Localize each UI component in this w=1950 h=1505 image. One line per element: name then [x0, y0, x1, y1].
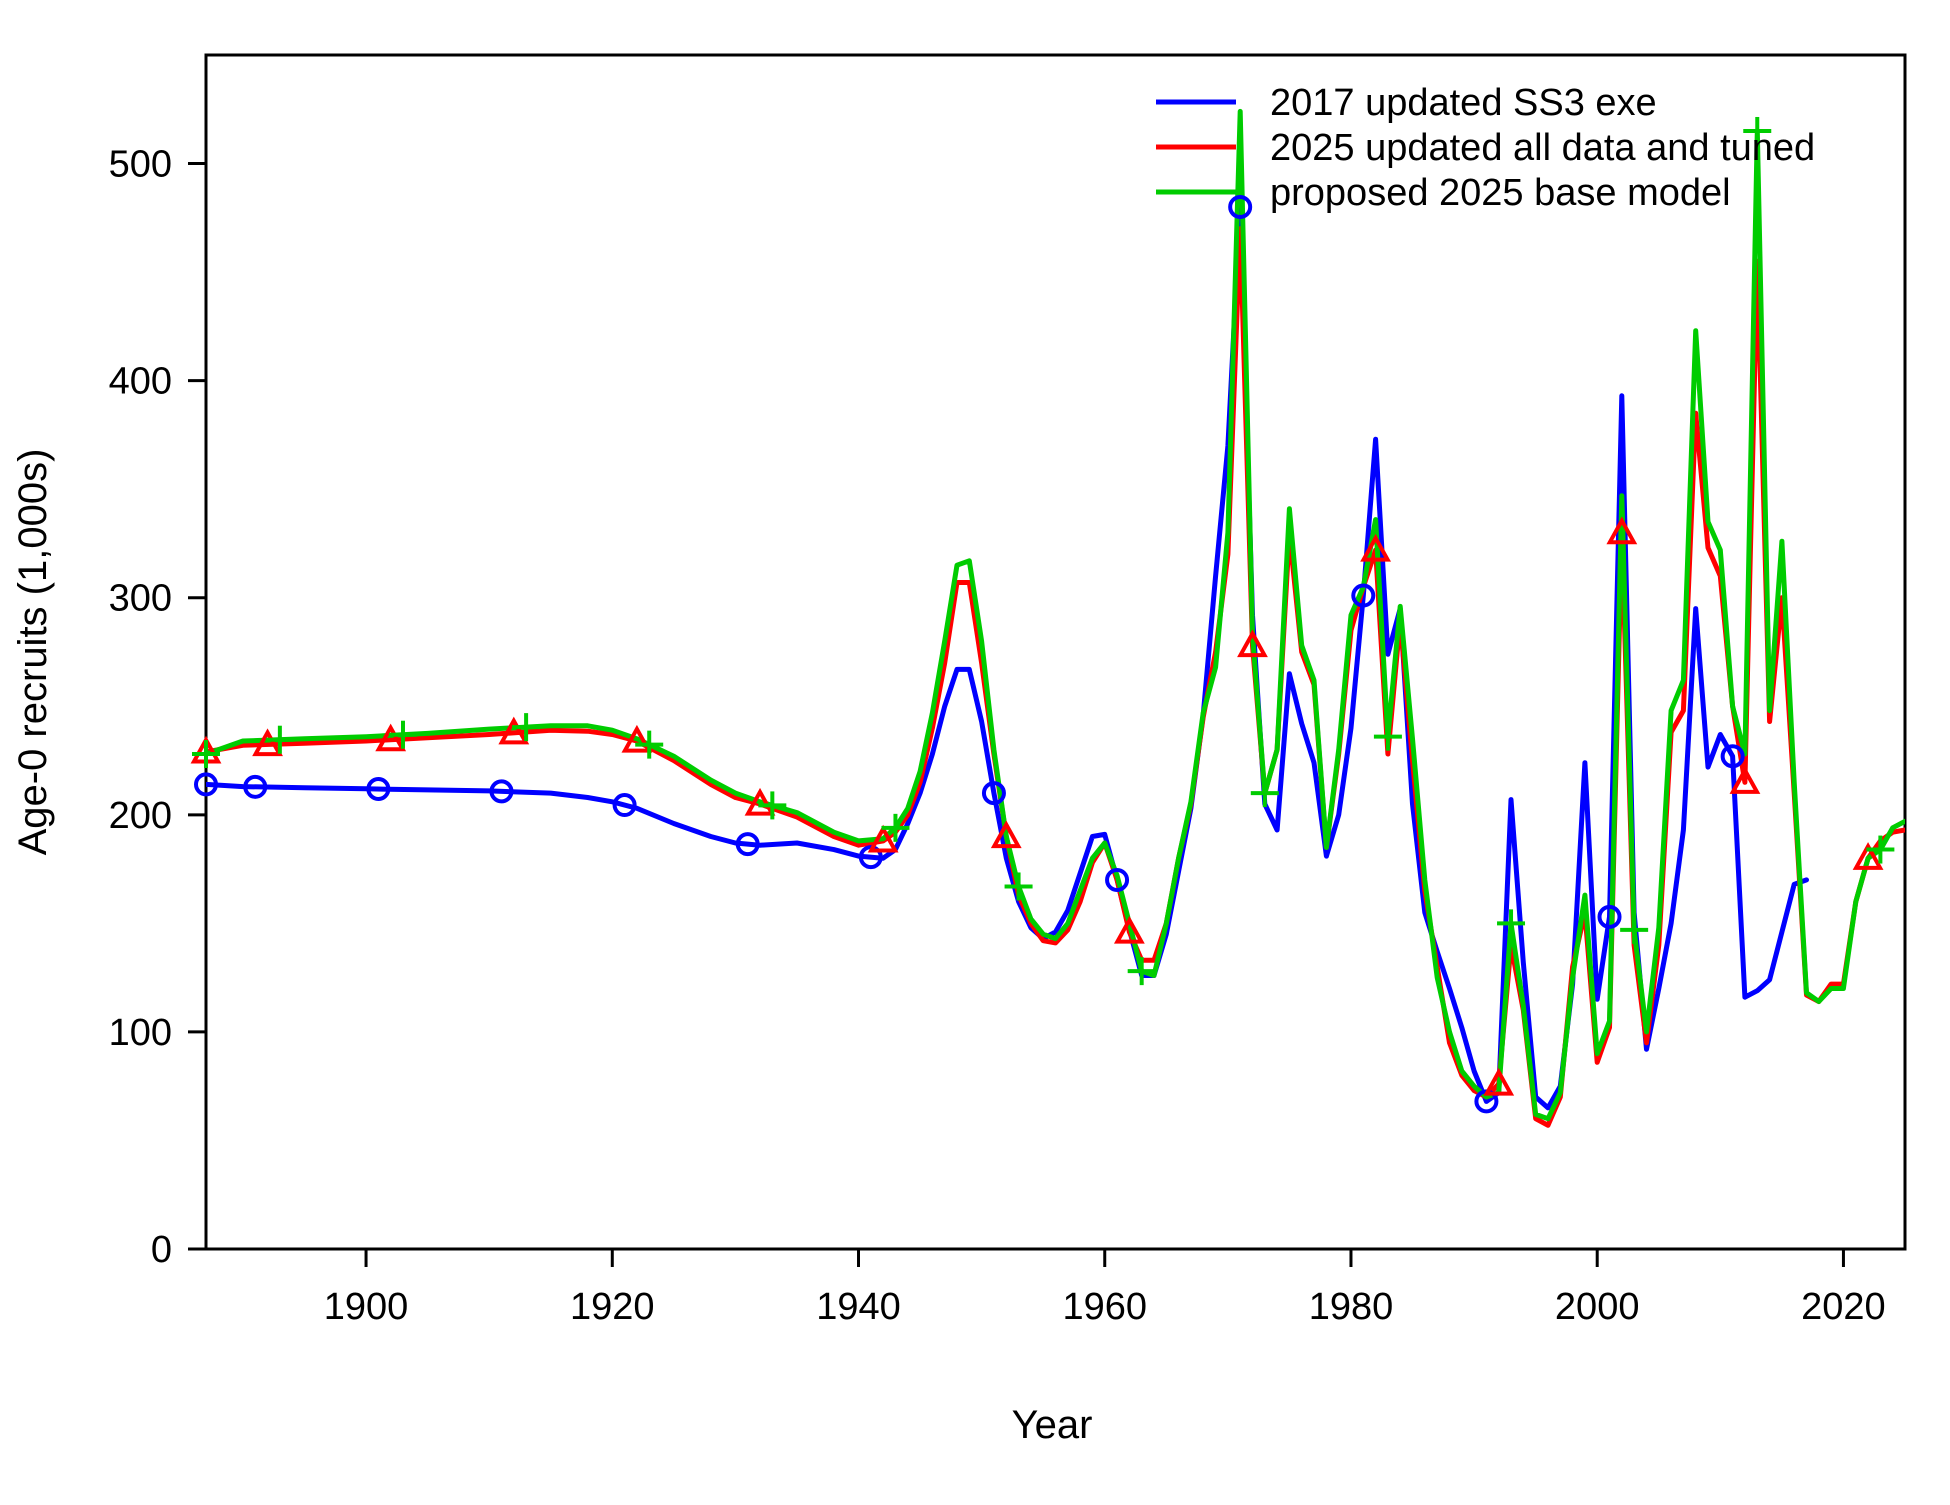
series-3-point	[1250, 779, 1279, 808]
series-3-point	[1743, 116, 1772, 145]
series-3-point	[1004, 872, 1033, 901]
x-tick-label: 1960	[1062, 1286, 1147, 1328]
y-tick-label: 400	[109, 361, 172, 403]
series-2-point	[990, 820, 1022, 849]
series-3-point	[1373, 722, 1402, 751]
series-1-point	[1351, 583, 1376, 608]
series-lines	[206, 108, 1905, 1128]
series-2-point	[1483, 1067, 1515, 1096]
series-2-point	[375, 723, 407, 752]
series-2-point	[621, 724, 653, 753]
series-line-1	[206, 204, 1809, 1111]
x-tick-label: 1940	[816, 1286, 901, 1328]
y-tick-label: 200	[109, 795, 172, 837]
series-1-point	[612, 793, 637, 818]
series-3-point	[512, 713, 541, 742]
series-1-point	[735, 832, 760, 857]
series-2-point	[867, 824, 899, 853]
x-tick-label: 1900	[324, 1286, 409, 1328]
series-line-3	[206, 108, 1905, 1122]
y-axis-title: Age-0 recruits (1,000s)	[11, 449, 55, 856]
series-3-point	[758, 791, 787, 820]
x-tick-label: 2000	[1555, 1286, 1640, 1328]
series-2-point	[1113, 915, 1145, 944]
series-3-point	[1620, 915, 1649, 944]
series-2-point	[1852, 842, 1884, 870]
legend-label-2: 2025 updated all data and tuned	[1270, 127, 1815, 169]
series-1-point	[1105, 867, 1130, 892]
y-tick-label: 500	[109, 144, 172, 186]
series-2-point	[498, 716, 530, 745]
x-axis-title: Year	[1012, 1403, 1093, 1447]
series-3-point	[192, 740, 220, 769]
series-2-point	[252, 728, 283, 757]
plot-frame	[204, 53, 1907, 1251]
series-3-point	[1497, 909, 1526, 938]
x-tick-label: 2020	[1801, 1286, 1886, 1328]
series-3-point	[881, 813, 910, 842]
series-1-point	[1597, 904, 1622, 929]
series-3-point	[1127, 957, 1156, 986]
series-2-point	[1237, 629, 1268, 658]
legend-label-1: 2017 updated SS3 exe	[1270, 82, 1657, 124]
series-markers	[190, 116, 1895, 1114]
y-tick-label: 100	[109, 1012, 172, 1054]
legend-label-3: proposed 2025 base model	[1270, 172, 1731, 214]
series-1-point	[981, 781, 1006, 806]
x-tick-label: 1980	[1309, 1286, 1394, 1328]
series-2-point	[744, 787, 776, 816]
series-3-point	[1866, 835, 1895, 864]
series-2-point	[1729, 766, 1761, 794]
series-1-point	[1228, 194, 1253, 219]
series-1-point	[366, 776, 391, 801]
series-3-point	[388, 720, 417, 749]
x-tick-label: 1920	[570, 1286, 655, 1328]
series-1-point	[194, 772, 218, 797]
series-3-point	[635, 730, 664, 759]
series-2-point	[1606, 516, 1638, 545]
series-2-point	[1360, 533, 1392, 562]
y-tick-label: 300	[109, 578, 172, 620]
axis-ticks: 1900 1920 1940 1960 1980 2000 2020 0 100 200 300 40…	[109, 144, 1886, 1328]
series-1-point	[1720, 744, 1745, 769]
series-3-point	[265, 725, 294, 754]
y-tick-label: 0	[151, 1229, 172, 1271]
series-1-point	[489, 779, 514, 804]
series-1-point	[243, 774, 268, 799]
